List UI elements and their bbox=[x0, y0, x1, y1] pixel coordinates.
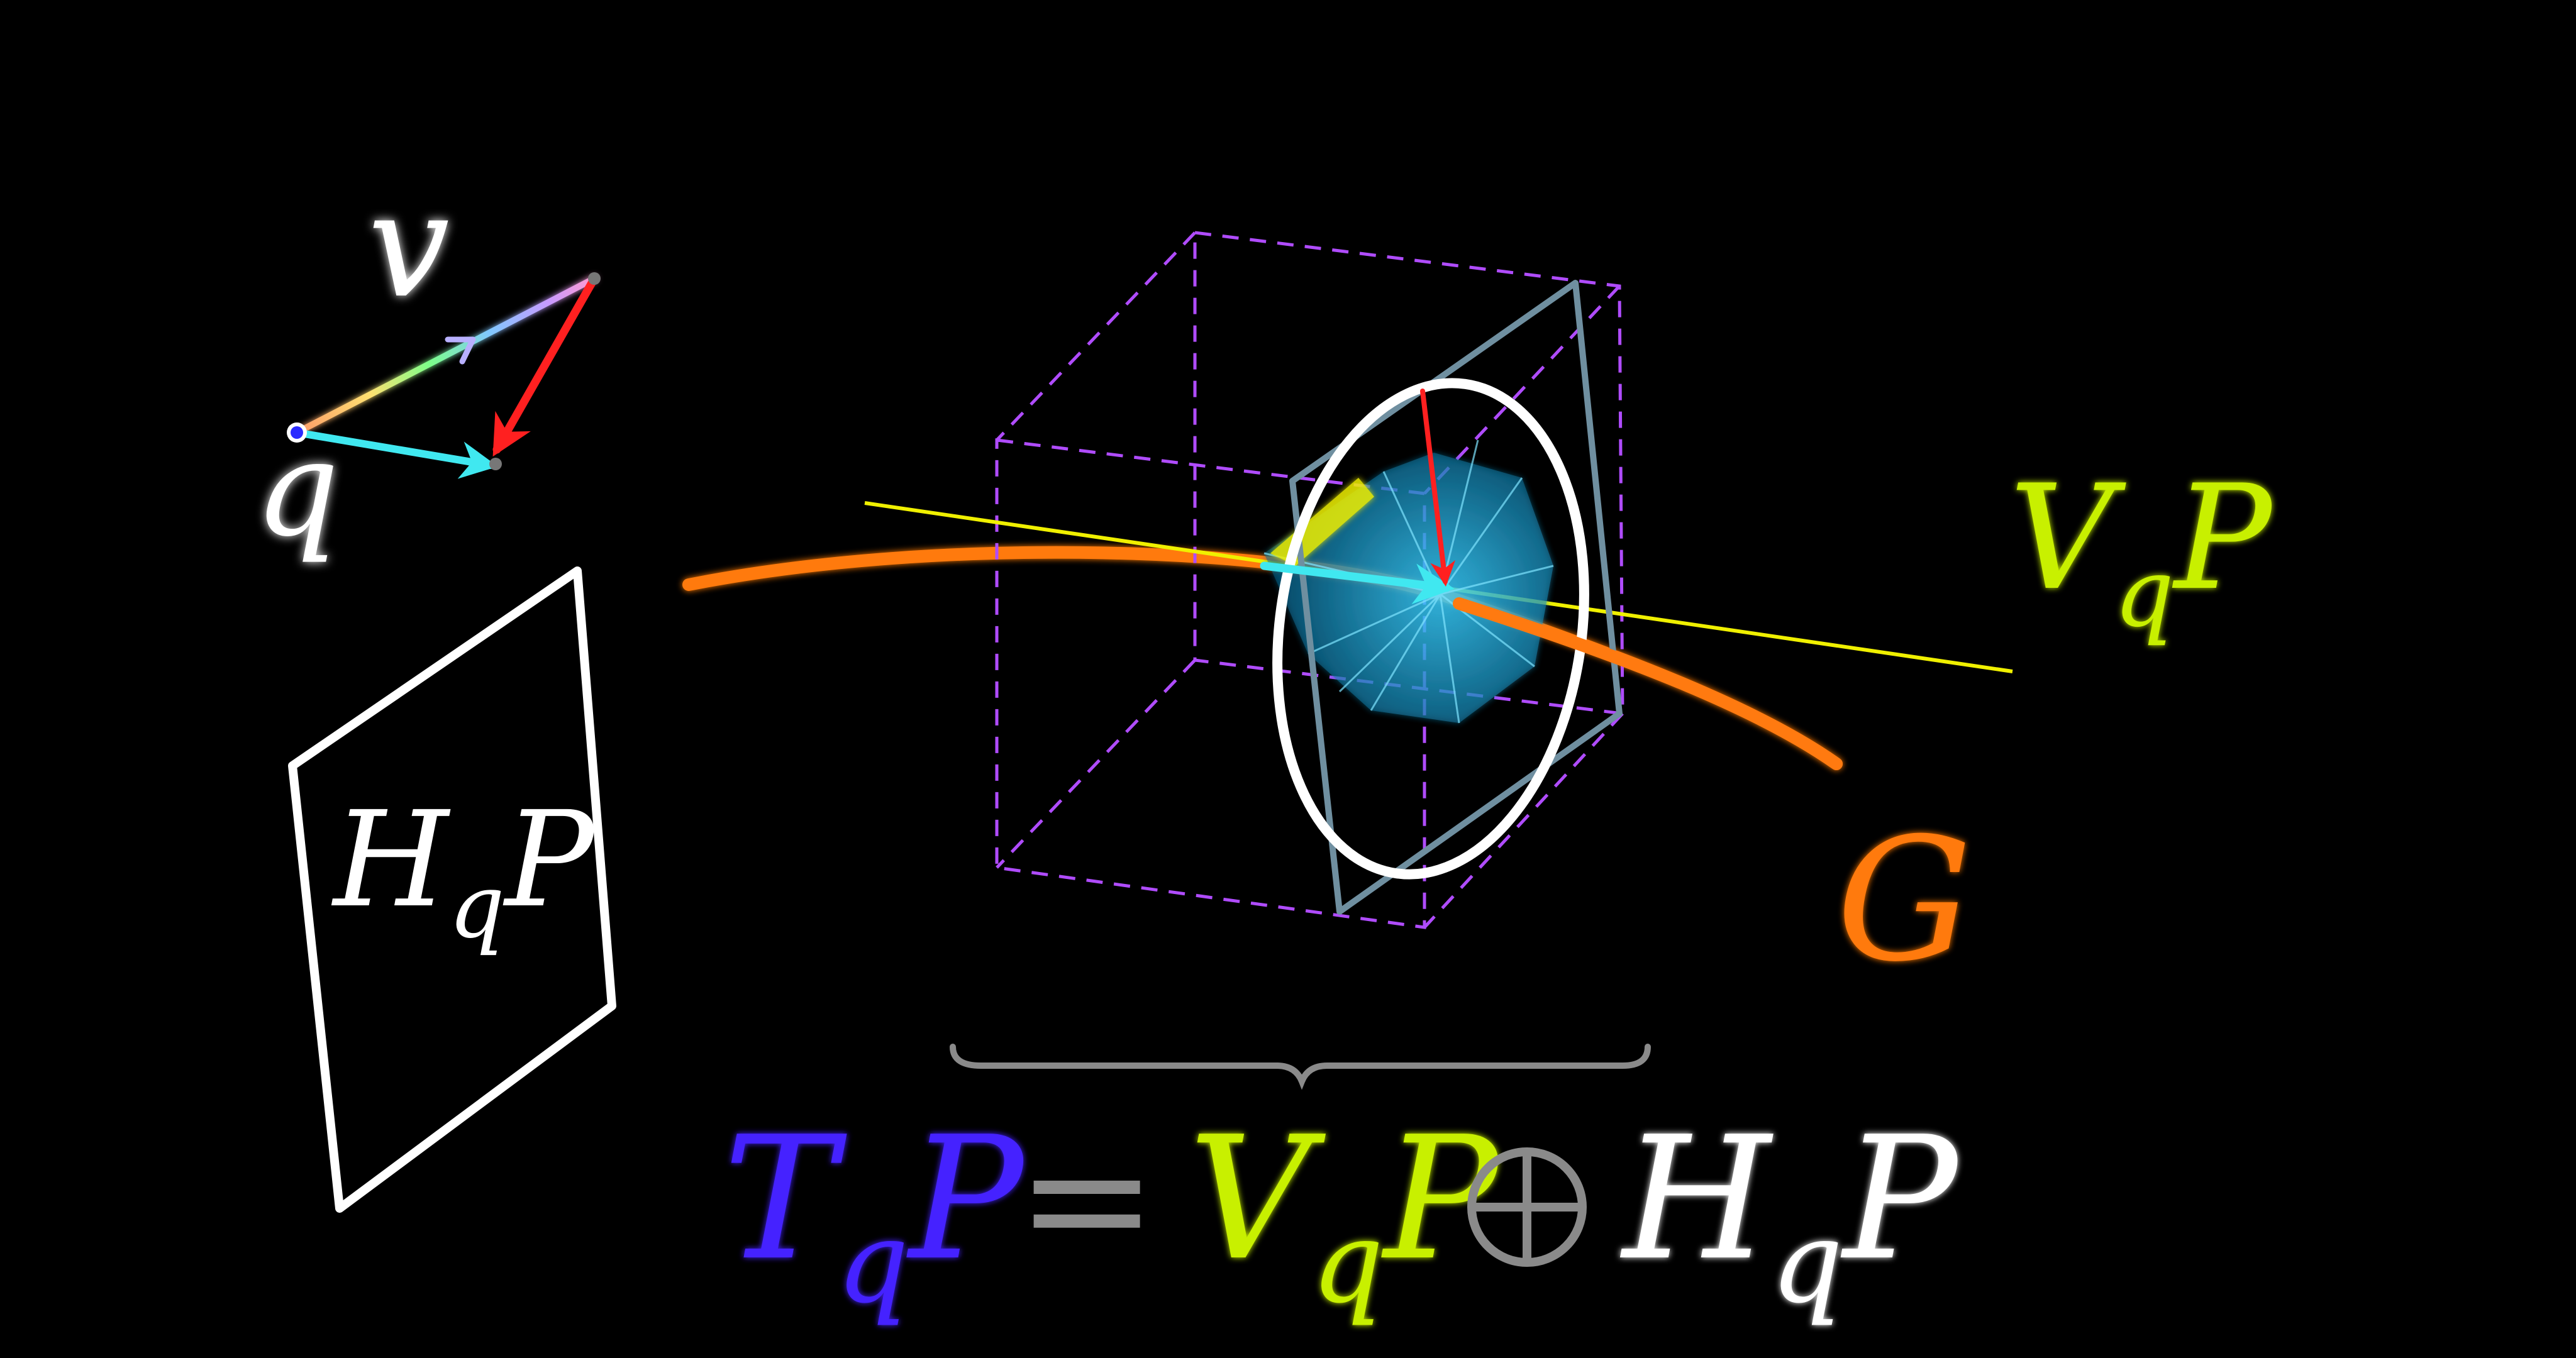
equation-vqp: VqP bbox=[1189, 1100, 1501, 1328]
ray bbox=[1370, 593, 1441, 711]
vector-cyan bbox=[293, 429, 498, 479]
label-hqp-plane: HqP bbox=[331, 783, 596, 958]
label-vqp-side: VqP bbox=[2009, 455, 2274, 648]
vector-rainbow bbox=[294, 275, 597, 436]
equation: TqP = VqP HqP bbox=[723, 1100, 1960, 1328]
label-g: G bbox=[1836, 801, 1972, 999]
equation-hqp: HqP bbox=[1620, 1100, 1960, 1328]
ray bbox=[1440, 565, 1554, 595]
equation-equals: = bbox=[1016, 1100, 1158, 1298]
cube-edge bbox=[996, 659, 1196, 869]
point-q-inner bbox=[291, 426, 303, 439]
curve-g-front bbox=[1453, 597, 1843, 770]
point-bottom bbox=[489, 458, 502, 470]
label-v: v bbox=[368, 162, 450, 330]
vector-cyan-fiber bbox=[1260, 561, 1455, 605]
vector-triangle bbox=[287, 272, 601, 479]
vector-red bbox=[492, 274, 599, 457]
curve-g bbox=[682, 546, 1843, 770]
cube-edge bbox=[1423, 712, 1624, 929]
ray bbox=[1338, 593, 1441, 693]
horizontal-plane bbox=[288, 566, 616, 1213]
cube-edge bbox=[996, 231, 1196, 441]
equation-tqp: TqP bbox=[723, 1100, 1026, 1328]
direct-sum-icon bbox=[1467, 1147, 1587, 1267]
dashed-cube bbox=[995, 231, 1624, 929]
underbrace bbox=[950, 1044, 1651, 1090]
point-top bbox=[588, 272, 601, 285]
cube-edge bbox=[1423, 285, 1621, 495]
cube-back-face bbox=[1193, 231, 1624, 715]
fiber-frame bbox=[1289, 280, 1623, 915]
vector-rainbow-arrowhead bbox=[445, 336, 476, 365]
vector-red-fiber bbox=[1420, 389, 1456, 587]
label-q: q bbox=[255, 412, 339, 566]
ray bbox=[1439, 593, 1460, 724]
